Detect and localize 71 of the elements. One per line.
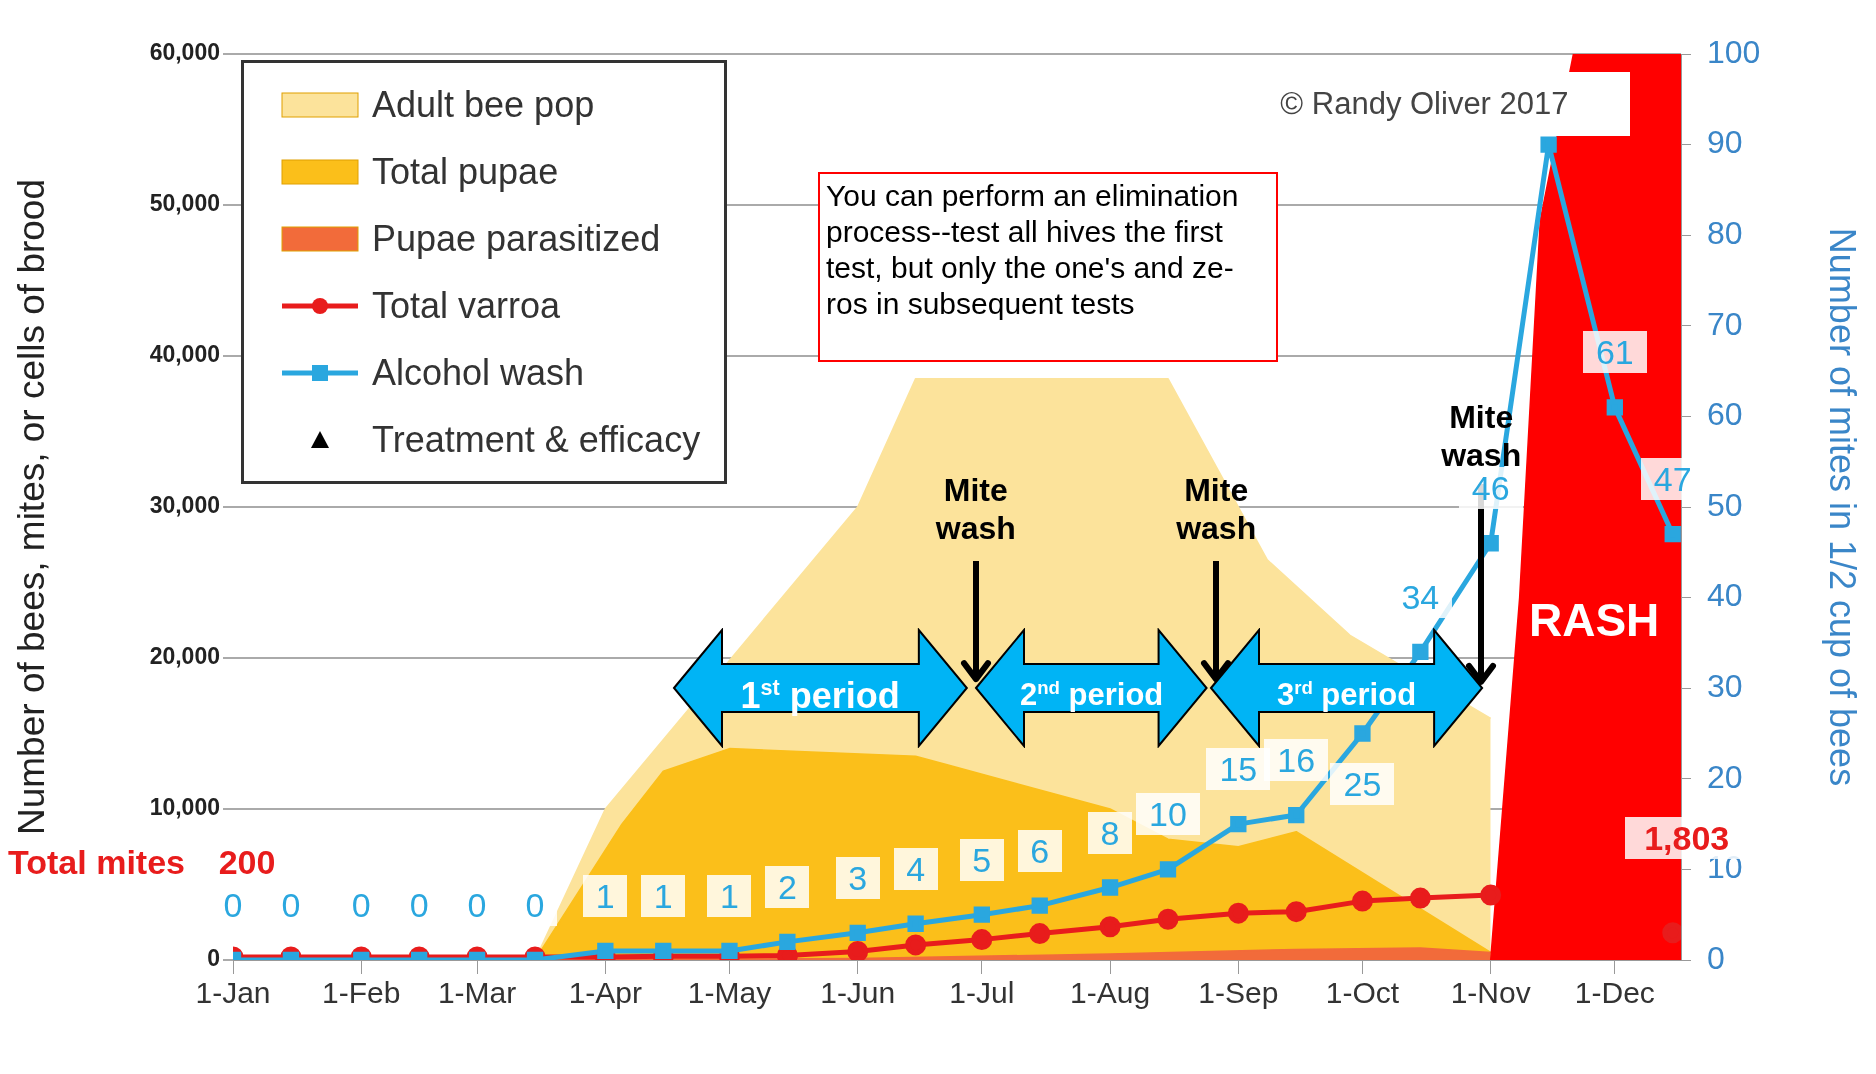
y2-tick-label: 0 [1707,939,1725,976]
y2-tick-label: 20 [1707,758,1743,795]
data-label: 0 [211,884,255,926]
data-label: 2 [765,865,810,908]
data-label: 0 [268,884,313,926]
annotation: 2$^{nd}$ period [1019,676,1165,715]
data-label: 1,803 [1624,816,1749,859]
y-tick-label: 20,000 [149,643,220,670]
legend-label: Pupae parasitized [372,217,661,260]
y-tick-label: 10,000 [149,794,220,821]
data-label: 1 [641,874,686,917]
annotation: Mite wash [934,470,1017,547]
data-label: 34 [1388,575,1453,618]
data-label: 200 [205,840,289,883]
annotation: RASH [1527,593,1661,649]
y2-tick-label: 30 [1707,668,1743,705]
y2-tick-label: 90 [1707,124,1743,161]
y-tick-label: 30,000 [149,492,220,519]
y2-axis-title: Number of mites in 1/2 cup of bees [1822,227,1864,787]
data-label: 25 [1330,762,1395,805]
y2-tick-label: 40 [1707,577,1743,614]
x-tick-label: 1-Aug [1070,976,1151,1010]
data-label: 4 [893,847,938,890]
data-label: 10 [1135,793,1200,836]
legend-label: Total pupae [372,150,559,193]
data-label: 16 [1264,739,1329,782]
y-tick-label: 40,000 [149,341,220,368]
x-tick-label: 1-Jan [195,976,271,1010]
x-tick-label: 1-Feb [322,976,401,1010]
legend-label: Treatment & efficacy [372,418,701,461]
data-label: 47 [1640,458,1705,501]
data-label: 0 [397,884,442,926]
y-axis-title: Number of bees, mites, or cells of brood [11,178,53,836]
data-label: 46 [1458,467,1523,510]
annotation: 1$^{st}$ period [739,674,901,719]
data-label: 8 [1088,811,1133,854]
data-label: 3 [835,856,880,899]
legend-label: Adult bee pop [372,83,595,126]
data-label: 0 [513,884,557,926]
annotation: © Randy Oliver 2017 [1268,72,1631,136]
data-label: 0 [339,884,384,926]
y-tick-label: 0 [207,945,220,972]
y2-tick-label: 60 [1707,396,1743,433]
x-tick-label: 1-Mar [437,976,517,1010]
data-label: 1 [707,874,752,917]
x-tick-label: 1-Nov [1450,976,1531,1010]
x-tick-label: 1-Sep [1198,976,1279,1010]
data-label: 0 [455,884,500,926]
data-label: 61 [1582,331,1647,374]
x-tick-label: 1-Jun [820,976,896,1010]
legend-label: Alcohol wash [372,351,585,394]
data-label: 5 [959,838,1004,881]
y2-tick-label: 100 [1707,33,1761,70]
x-tick-label: 1-Apr [568,976,643,1010]
annotation: 3$^{rd}$ period [1275,676,1418,715]
data-label: 15 [1206,748,1271,791]
y-tick-label: 60,000 [149,39,220,66]
y2-tick-label: 50 [1707,486,1743,523]
annotation: Total mites [8,841,185,883]
annotation: You can perform an elimination process--test all hives the first test, but only the one's and ze-ros in subsequent tests [817,172,1278,362]
x-tick-label: 1-Oct [1325,976,1400,1010]
y2-tick-label: 70 [1707,305,1743,342]
x-tick-label: 1-Dec [1574,976,1655,1010]
legend-label: Total varroa [372,284,561,327]
y-tick-label: 50,000 [149,190,220,217]
data-label: 1 [583,874,628,917]
x-tick-label: 1-Jul [949,976,1015,1010]
annotation: Mite wash [1175,470,1258,547]
y2-tick-label: 80 [1707,215,1743,252]
x-tick-label: 1-May [687,976,772,1010]
data-label: 6 [1017,829,1062,872]
